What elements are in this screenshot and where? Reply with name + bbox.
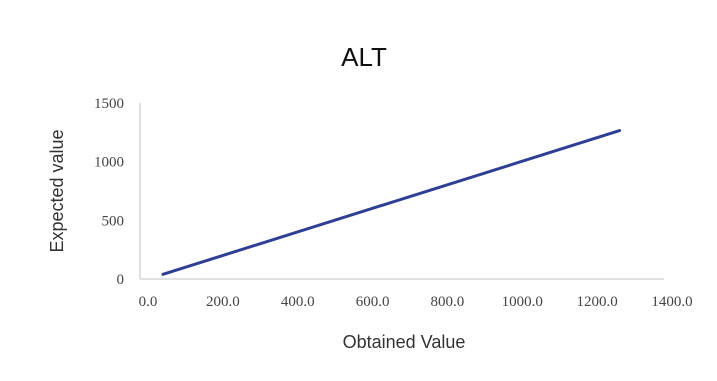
x-tick-label: 1000.0 bbox=[502, 294, 543, 310]
y-axis-ticks: 0 500 1000 1500 bbox=[94, 96, 124, 288]
y-tick-label: 1000 bbox=[94, 155, 124, 171]
y-tick-label: 1500 bbox=[94, 96, 124, 112]
y-tick-label: 500 bbox=[102, 213, 125, 229]
y-axis-label: Expected value bbox=[47, 129, 67, 252]
x-tick-label: 600.0 bbox=[356, 294, 390, 310]
series-line bbox=[161, 129, 622, 276]
x-tick-label: 400.0 bbox=[281, 294, 315, 310]
x-axis-label: Obtained Value bbox=[343, 332, 466, 352]
y-tick-label: 0 bbox=[117, 272, 125, 288]
chart-title: ALT bbox=[341, 42, 387, 72]
x-tick-label: 1400.0 bbox=[651, 294, 692, 310]
x-tick-label: 0.0 bbox=[139, 294, 158, 310]
x-tick-label: 800.0 bbox=[431, 294, 465, 310]
x-tick-label: 200.0 bbox=[206, 294, 240, 310]
x-axis-ticks: 0.0 200.0 400.0 600.0 800.0 1000.0 1200.0 1400.… bbox=[139, 294, 693, 310]
x-tick-label: 1200.0 bbox=[577, 294, 618, 310]
